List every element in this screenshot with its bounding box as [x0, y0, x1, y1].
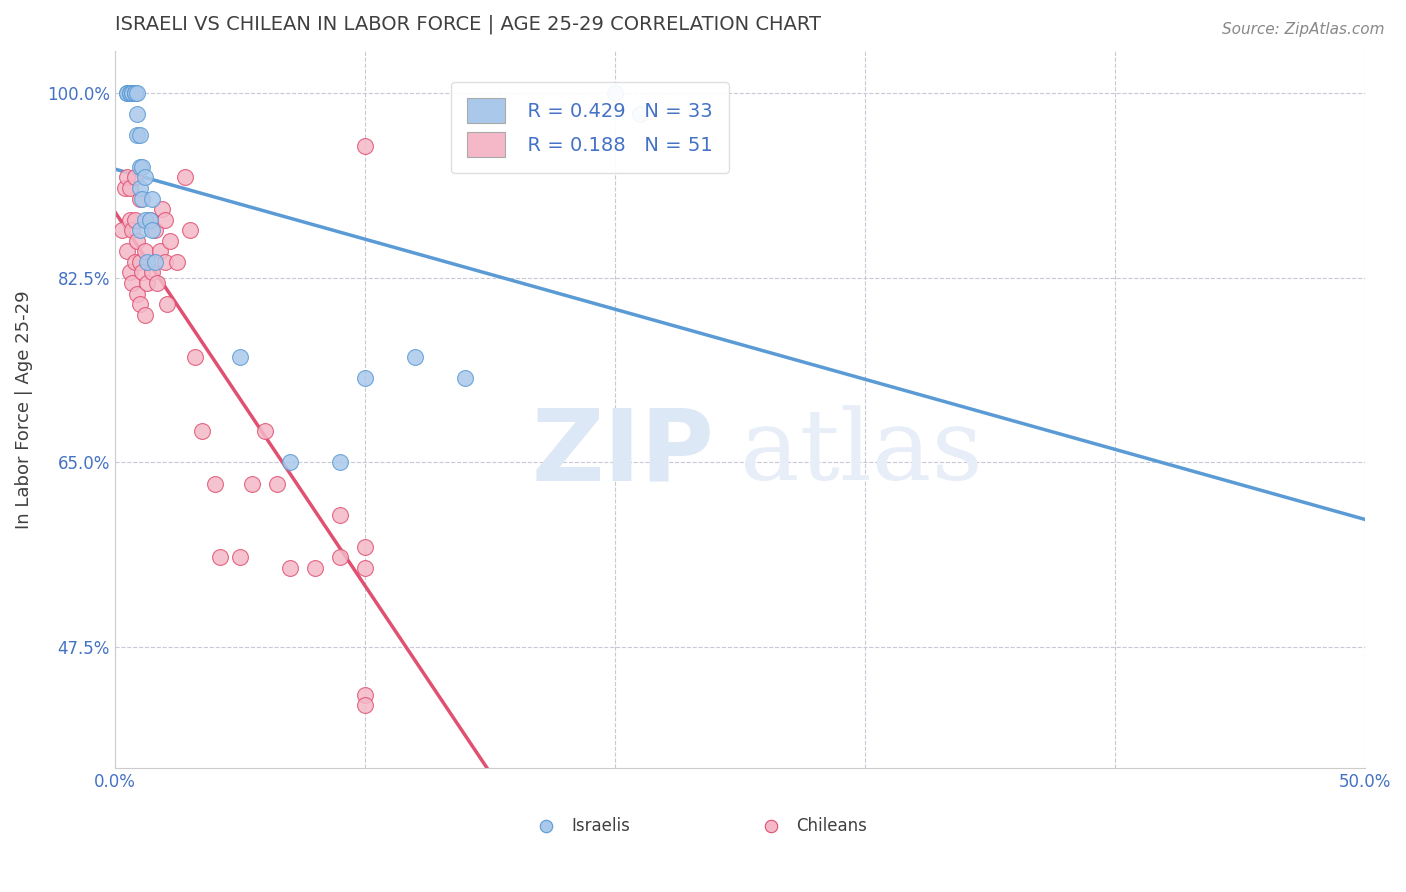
Point: [117, 86, 139, 100]
Point: [118, 86, 141, 100]
Point: [118, 86, 141, 100]
Point: [131, 160, 153, 174]
Point: [240, 476, 263, 491]
Point: [603, 86, 626, 100]
Point: [117, 244, 139, 259]
Point: [179, 223, 201, 237]
Point: [118, 212, 141, 227]
Point: [173, 170, 195, 185]
Point: [204, 476, 226, 491]
Point: [143, 223, 166, 237]
Point: [114, 181, 136, 195]
Point: [127, 286, 149, 301]
Point: [128, 181, 150, 195]
Point: [124, 86, 146, 100]
Point: [127, 107, 149, 121]
Point: [353, 371, 375, 385]
Point: [124, 255, 146, 269]
Point: [134, 212, 156, 227]
Point: [128, 192, 150, 206]
Point: [404, 350, 426, 364]
Point: [131, 192, 153, 206]
Point: [153, 212, 176, 227]
Point: [454, 371, 477, 385]
Point: [329, 455, 352, 469]
Text: ISRAELI VS CHILEAN IN LABOR FORCE | AGE 25-29 CORRELATION CHART: ISRAELI VS CHILEAN IN LABOR FORCE | AGE …: [115, 15, 821, 35]
Point: [136, 276, 159, 290]
Point: [136, 255, 159, 269]
Point: [304, 561, 326, 575]
Point: [127, 86, 149, 100]
Text: Chileans: Chileans: [796, 817, 868, 835]
Point: [141, 265, 163, 279]
Point: [353, 688, 375, 702]
Point: [124, 86, 146, 100]
Point: [118, 265, 141, 279]
Y-axis label: In Labor Force | Age 25-29: In Labor Force | Age 25-29: [15, 290, 32, 529]
Point: [229, 350, 252, 364]
Point: [208, 550, 231, 565]
Point: [353, 698, 375, 713]
Point: [266, 476, 288, 491]
Point: [329, 550, 352, 565]
Point: [118, 181, 141, 195]
Point: [134, 244, 156, 259]
Point: [121, 223, 143, 237]
Point: [159, 234, 181, 248]
Point: [121, 86, 143, 100]
Point: [150, 202, 173, 216]
Point: [156, 297, 179, 311]
Point: [153, 255, 176, 269]
Point: [134, 308, 156, 322]
Point: [141, 192, 163, 206]
Point: [127, 234, 149, 248]
Text: ZIP: ZIP: [531, 404, 714, 501]
Point: [253, 424, 276, 438]
Text: atlas: atlas: [740, 405, 983, 500]
Point: [121, 86, 143, 100]
Point: [124, 170, 146, 185]
Legend:   R = 0.429   N = 33,   R = 0.188   N = 51: R = 0.429 N = 33, R = 0.188 N = 51: [451, 82, 728, 173]
Text: Israelis: Israelis: [571, 817, 630, 835]
Point: [353, 138, 375, 153]
Point: [121, 276, 143, 290]
Point: [191, 424, 214, 438]
Point: [139, 212, 162, 227]
Point: [139, 212, 162, 227]
Point: [229, 550, 252, 565]
Point: [128, 160, 150, 174]
Point: [128, 223, 150, 237]
Point: [141, 223, 163, 237]
Point: [111, 223, 134, 237]
Point: [353, 540, 375, 554]
Point: [128, 297, 150, 311]
Point: [128, 255, 150, 269]
Point: [166, 255, 188, 269]
Point: [117, 170, 139, 185]
Point: [134, 170, 156, 185]
Point: [143, 255, 166, 269]
Point: [117, 86, 139, 100]
Point: [127, 128, 149, 143]
Point: [124, 86, 146, 100]
Point: [184, 350, 207, 364]
Point: [353, 561, 375, 575]
Point: [628, 107, 651, 121]
Point: [128, 128, 150, 143]
Point: [278, 455, 301, 469]
Point: [131, 265, 153, 279]
Point: [146, 276, 169, 290]
Point: [124, 212, 146, 227]
Point: [149, 244, 172, 259]
Point: [278, 561, 301, 575]
Text: Source: ZipAtlas.com: Source: ZipAtlas.com: [1222, 22, 1385, 37]
Point: [329, 508, 352, 523]
